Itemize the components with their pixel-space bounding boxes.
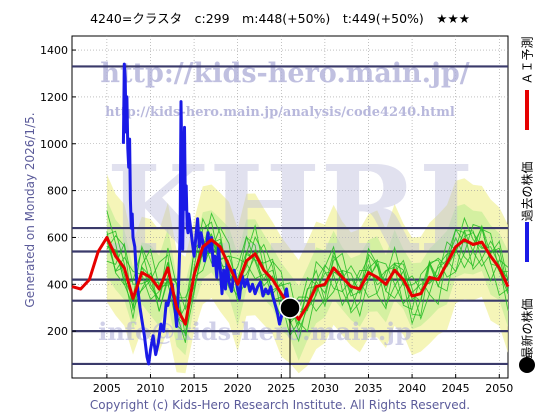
past-price-line [121,62,290,366]
x-tick-label: 2030 [311,382,339,395]
generated-note: Generated on Monday 2026/1/5. [23,112,37,308]
x-tick-label: 2015 [180,382,208,395]
y-tick-label: 1000 [40,138,68,151]
chart-title: 4240=クラスタ c:299 m:448(+50%) t:449(+50%) … [90,11,470,26]
x-tick-label: 2040 [398,382,426,395]
latest-marker [279,297,301,378]
x-tick-label: 2050 [485,382,513,395]
y-tick-label: 200 [47,325,68,338]
legend-past-label: 過去の株価 [520,161,535,222]
legend-latest-swatch [519,357,535,373]
x-tick-label: 2045 [442,382,470,395]
watermark-url: http://kids-hero.main.jp/ [100,58,469,89]
legend-latest-label: 最新の株価 [520,298,535,359]
y-tick-label: 1200 [40,91,68,104]
latest-price-dot [279,297,301,319]
watermark-analysis-url: http://kids-hero.main.jp/analysis/code42… [105,105,455,120]
axis-ticks: 2005 2010 2015 2020 2025 2030 2035 2040 2045 2050… [40,44,513,395]
y-tick-label: 800 [47,185,68,198]
legend-ai-label: ＡＩ予測 [520,36,535,85]
y-tick-label: 600 [47,231,68,244]
x-tick-label: 2010 [136,382,164,395]
y-tick-label: 400 [47,278,68,291]
watermark-logo: KHRI [106,139,473,278]
x-tick-label: 2020 [224,382,252,395]
x-tick-label: 2035 [354,382,382,395]
copyright: Copyright (c) Kids-Hero Research Institu… [89,398,471,412]
x-tick-label: 2005 [93,382,121,395]
y-tick-label: 1400 [40,44,68,57]
ensemble-line [106,230,509,325]
x-tick-label: 2025 [267,382,295,395]
